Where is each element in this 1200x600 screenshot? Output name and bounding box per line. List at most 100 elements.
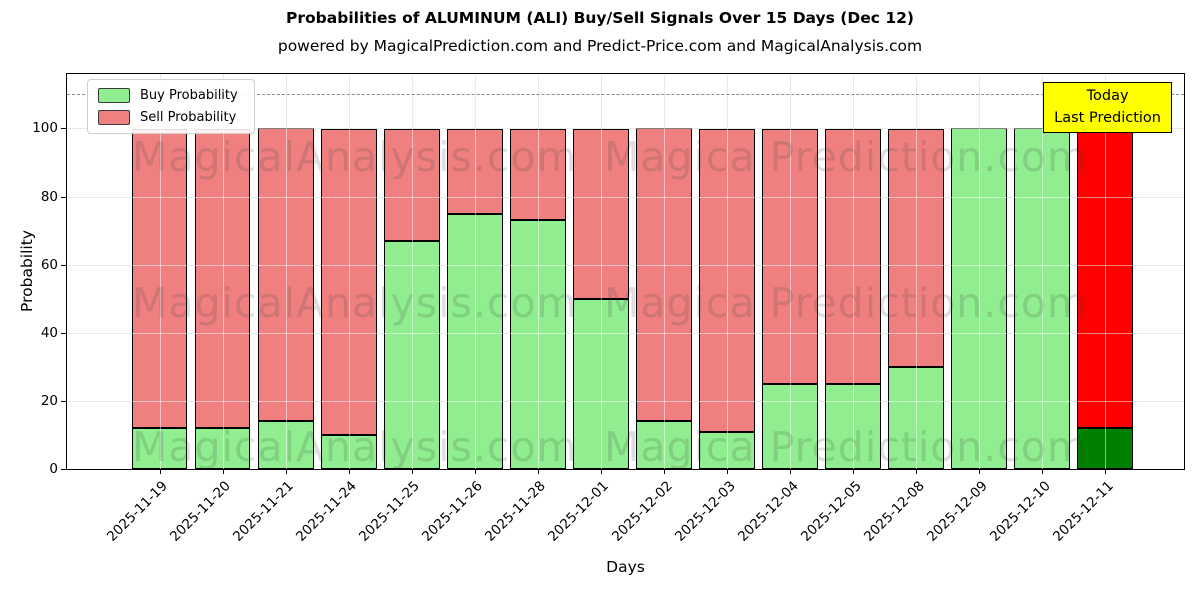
y-gridline [67,400,1184,402]
legend-label: Sell Probability [140,110,237,125]
x-gridline [1105,74,1107,469]
x-gridline [727,74,728,469]
x-tick-mark [1105,469,1107,474]
y-axis: 0 20 40 60 80 100 [32,74,1184,477]
x-tick-cell: 2025-12-08 [861,469,943,564]
gridlines-over [67,74,1184,469]
y-tick-label: 80 [40,188,58,205]
y-tick-mark [60,196,67,198]
x-tick-mark [790,469,792,474]
x-gridline [348,74,350,469]
x-tick-cell: 2025-11-19 [104,469,187,564]
y-tick-label: 20 [40,392,58,409]
watermark-text: MagicalAnalysis.com [132,279,578,327]
x-tick-cell: 2025-12-02 [608,469,691,564]
x-axis-label: Days [606,558,645,576]
bar-cell [384,74,440,469]
x-gridline [790,74,792,469]
x-tick-cell: 2025-12-09 [924,469,1006,564]
x-tick-cell: 2025-12-10 [987,469,1069,564]
legend-swatch [98,88,130,103]
x-tick-cell: 2025-12-01 [545,469,628,564]
x-gridline [222,74,224,469]
bar-cell [573,74,629,469]
x-gridline [1042,74,1044,469]
y-gridline [67,332,1184,334]
x-tick-cell: 2025-11-26 [419,469,502,564]
y-tick-mark [60,128,67,130]
bar-cell [132,74,188,469]
bar-cell [636,74,692,469]
bar-cell [699,74,755,469]
x-tick-cell: 2025-11-21 [230,469,313,564]
x-gridline [600,74,602,469]
x-tick-mark [1042,469,1044,474]
x-tick-mark [285,469,287,474]
bar-cell [1014,74,1070,469]
x-gridline [285,74,287,469]
x-gridline [411,74,413,469]
x-tick-mark [663,469,665,474]
dashed-threshold-line [67,94,1184,96]
y-tick-label: 60 [40,256,58,273]
x-tick-cell: 2025-12-04 [735,469,817,564]
chart-title: Probabilities of ALUMINUM (ALI) Buy/Sell… [286,9,914,27]
y-tick-mark [60,264,67,266]
y-tick-label: 40 [40,324,58,341]
today-annotation-line1: Today [1086,88,1129,104]
x-tick-mark [537,469,539,474]
x-gridline [474,74,476,469]
y-gridline [67,128,1184,130]
x-tick-mark [411,469,413,474]
x-tick-mark [348,469,350,474]
x-tick-cell: 2025-11-24 [293,469,376,564]
x-tick-mark [727,469,728,474]
watermark-text: Magica Prediction.com [604,279,1088,327]
x-tick-mark [853,469,855,474]
y-tick-mark [60,400,67,402]
legend-label: Buy Probability [140,88,238,103]
watermark-text: Magica Prediction.com [604,133,1088,181]
x-tick-mark [474,469,476,474]
legend: Buy Probability Sell Probability [87,79,255,134]
y-axis-label: Probability [18,230,36,312]
x-gridline [979,74,981,469]
x-tick-cell: 2025-12-03 [672,469,754,564]
legend-swatch [98,110,130,125]
x-gridline [159,74,161,469]
watermark-text: MagicalAnalysis.com [132,423,578,471]
chart-subtitle: powered by MagicalPrediction.com and Pre… [277,37,923,55]
today-annotation: Today Last Prediction [1043,82,1172,133]
bars-layer [67,74,1184,469]
x-tick-mark [600,469,602,474]
x-gridline [663,74,665,469]
x-gridline [916,74,918,469]
y-tick-mark [60,469,67,470]
bar-cell [951,74,1007,469]
x-axis: 2025-11-19 2025-11-20 2025-11-21 2025-11-24… [67,469,1184,564]
x-tick-mark [159,469,161,474]
bar-cell [258,74,314,469]
x-gridline [853,74,855,469]
bar-cell [447,74,503,469]
y-tick-label: 100 [32,120,58,137]
y-gridline [67,196,1184,198]
x-tick-label: 2025-11-19 [104,478,172,545]
watermark-text: MagicalAnalysis.com [132,133,578,181]
bar-cell [195,74,251,469]
y-gridline [67,264,1184,266]
x-tick-cell: 2025-11-28 [482,469,565,564]
x-tick-mark [916,469,918,474]
legend-item: Sell Probability [98,110,238,125]
x-tick-cell: 2025-11-25 [356,469,439,564]
plot-area: MagicalAnalysis.com Magica Prediction.co… [32,73,1185,545]
bar-cell [762,74,818,469]
watermark-text: Magica Prediction.com [604,423,1088,471]
x-tick-cell: 2025-12-05 [798,469,880,564]
x-tick-mark [979,469,981,474]
bar-cell [510,74,566,469]
bar-cell [825,74,881,469]
bar-cell [321,74,377,469]
x-gridline [537,74,539,469]
